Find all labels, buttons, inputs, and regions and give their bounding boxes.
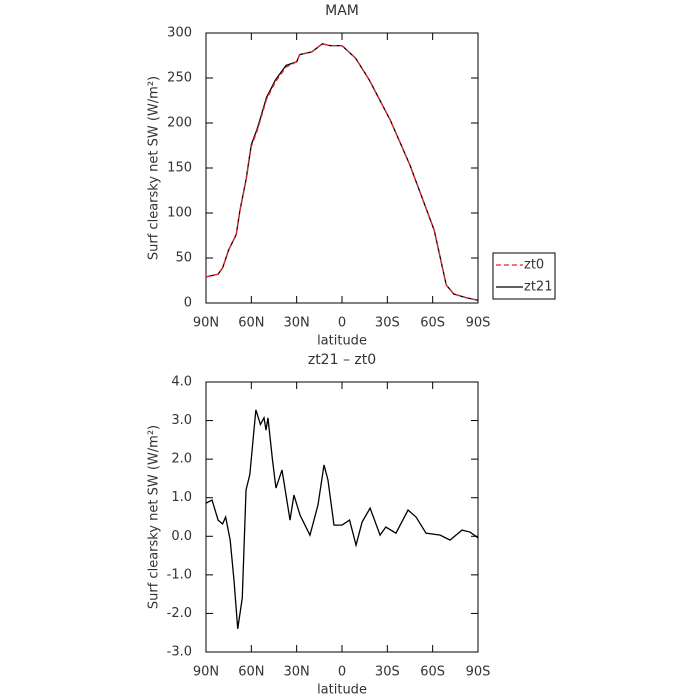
x-tick-label: 90S — [466, 665, 491, 680]
y-tick-label: 0 — [184, 296, 192, 311]
y-tick-label: 0.0 — [171, 529, 192, 544]
y-tick-label: 300 — [167, 26, 192, 41]
y-axis-label: Surf clearsky net SW (W/m²) — [147, 76, 162, 260]
x-tick-label: 0 — [338, 316, 346, 331]
y-tick-label: 150 — [167, 161, 192, 176]
y-tick-label: 50 — [175, 251, 192, 266]
chart-title: MAM — [325, 3, 359, 19]
plot-frame — [205, 381, 479, 653]
x-axis-label: latitude — [317, 683, 367, 698]
x-tick-label: 90N — [193, 665, 219, 680]
legend-label: zt21 — [524, 280, 552, 295]
y-tick-label: 3.0 — [171, 413, 192, 428]
data-line — [205, 409, 479, 629]
y-tick-label: 250 — [167, 71, 192, 86]
x-tick-label: 60S — [420, 665, 445, 680]
legend-label: zt0 — [524, 258, 544, 273]
x-tick-label: 30N — [284, 316, 310, 331]
y-tick-label: 200 — [167, 116, 192, 131]
legend-box — [492, 252, 556, 300]
x-tick-label: 60S — [420, 316, 445, 331]
x-tick-label: 30N — [284, 665, 310, 680]
chart-title: zt21 – zt0 — [308, 352, 376, 368]
x-tick-label: 30S — [375, 316, 400, 331]
x-axis-label: latitude — [317, 334, 367, 349]
x-tick-label: 90S — [466, 316, 491, 331]
plot-frame — [205, 32, 479, 304]
y-tick-label: 2.0 — [171, 452, 192, 467]
x-tick-label: 60N — [238, 316, 264, 331]
y-tick-label: -2.0 — [167, 606, 192, 621]
y-tick-label: 1.0 — [171, 490, 192, 505]
y-tick-label: 4.0 — [171, 375, 192, 390]
x-tick-label: 60N — [238, 665, 264, 680]
x-tick-label: 90N — [193, 316, 219, 331]
x-tick-label: 30S — [375, 665, 400, 680]
data-line — [205, 43, 479, 301]
data-line — [205, 43, 479, 301]
y-axis-label: Surf clearsky net SW (W/m²) — [147, 425, 162, 609]
y-tick-label: -1.0 — [167, 567, 192, 582]
x-tick-label: 0 — [338, 665, 346, 680]
y-tick-label: 100 — [167, 206, 192, 221]
y-tick-label: -3.0 — [167, 645, 192, 660]
